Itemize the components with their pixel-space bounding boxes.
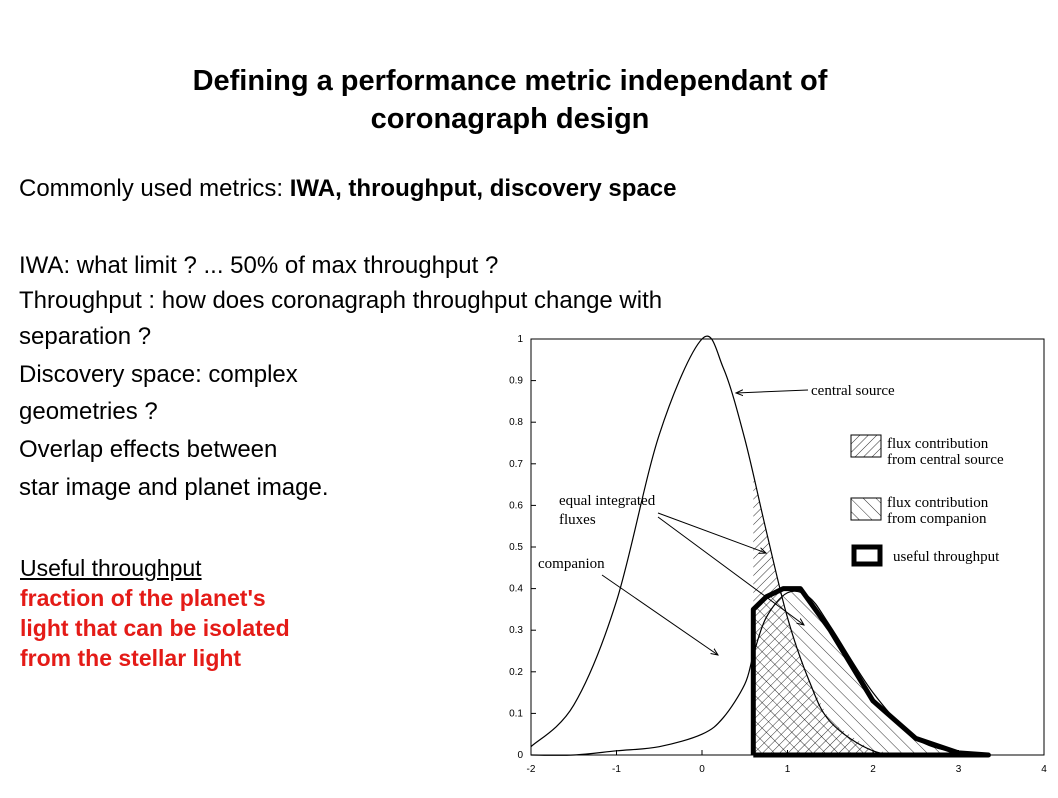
legend-companion-2: from companion <box>887 511 987 527</box>
y-tick-label: 0.3 <box>509 625 523 636</box>
discovery-line-1: Discovery space: complex <box>19 361 298 388</box>
arrow-equal-2 <box>657 516 804 625</box>
legend-central-2: from central source <box>887 452 1004 468</box>
x-tick-label: 1 <box>785 764 791 775</box>
useful-def-3: from the stellar light <box>20 645 242 671</box>
annotation-companion: companion <box>538 556 605 572</box>
y-tick-label: 0.8 <box>509 417 523 428</box>
useful-def-1: fraction of the planet's <box>20 585 266 611</box>
central-source-curve <box>530 335 959 756</box>
annotation-central-source: central source <box>811 383 895 399</box>
throughput-line-1: Throughput : how does coronagraph throug… <box>19 287 663 314</box>
useful-heading: Useful throughput <box>20 555 202 581</box>
y-tick-label: 0.1 <box>509 708 523 719</box>
title-line-2: coronagraph design <box>370 103 650 135</box>
useful-throughput-outline <box>750 586 991 758</box>
slide-title: Defining a performance metric independan… <box>60 62 960 138</box>
x-tick-label: 0 <box>699 764 705 775</box>
throughput-line-2: separation ? <box>19 323 152 350</box>
arrow-companion <box>601 574 718 655</box>
legend-swatch-companion <box>850 497 882 521</box>
metrics-line: Commonly used metrics: IWA, throughput, … <box>19 174 676 204</box>
x-tick-label: -1 <box>612 764 621 775</box>
throughput-chart: -2 -1 0 1 2 3 4 0 0.1 0.2 0.3 0.4 0.5 0.6 0.7 0.8 0.9 1 c… <box>509 334 1047 775</box>
title-line-1: Defining a performance metric independan… <box>192 65 828 97</box>
x-tick-label: 4 <box>1041 764 1047 775</box>
x-tick-label: -2 <box>527 764 536 775</box>
companion-flux-area <box>753 588 989 755</box>
y-tick-label: 0.7 <box>509 459 523 470</box>
throughput-figure: -2 -1 0 1 2 3 4 0 0.1 0.2 0.3 0.4 0.5 0.6 0.7 0.8 0.9 1 c… <box>486 325 1058 793</box>
y-tick-label: 0.4 <box>509 584 523 595</box>
y-tick-label: 0.2 <box>509 667 523 678</box>
legend-companion-1: flux contribution <box>887 495 989 511</box>
useful-throughput-box: Useful throughput fraction of the planet… <box>20 553 290 673</box>
x-tick-label: 2 <box>870 764 876 775</box>
overlap-line-1: Overlap effects between <box>19 436 278 463</box>
y-tick-label: 0.9 <box>509 376 523 387</box>
y-tick-label: 0.6 <box>509 500 523 511</box>
annotation-equal-2: fluxes <box>559 512 596 528</box>
x-tick-label: 3 <box>956 764 962 775</box>
overlap-line-2: star image and planet image. <box>19 474 329 501</box>
useful-def-2: light that can be isolated <box>20 615 290 641</box>
y-tick-label: 0 <box>517 750 523 761</box>
y-tick-label: 0.5 <box>509 542 523 553</box>
discovery-line-2: geometries ? <box>19 398 158 425</box>
metrics-items: IWA, throughput, discovery space <box>289 175 677 202</box>
arrow-central <box>736 390 809 393</box>
metrics-prefix: Commonly used metrics: <box>19 175 290 202</box>
legend-useful: useful throughput <box>893 549 1000 565</box>
legend: flux contribution from central source fl… <box>850 434 1004 567</box>
annotation-equal-1: equal integrated <box>559 493 656 509</box>
legend-swatch-useful <box>851 544 883 567</box>
iwa-line: IWA: what limit ? ... 50% of max through… <box>19 252 499 279</box>
legend-central-1: flux contribution <box>887 436 989 452</box>
arrow-equal-1 <box>657 512 766 553</box>
legend-swatch-central <box>850 434 882 458</box>
y-tick-label: 1 <box>517 334 523 345</box>
